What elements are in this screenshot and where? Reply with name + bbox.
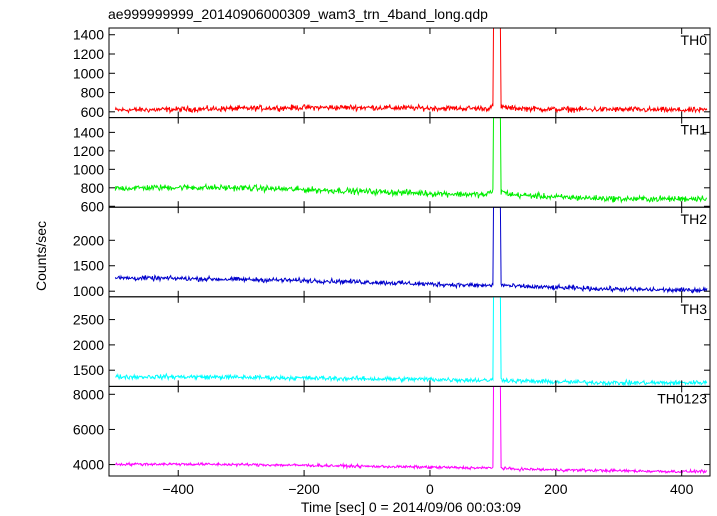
- x-tick-label: 0: [426, 481, 434, 497]
- y-tick-label: 600: [81, 104, 105, 120]
- panel-label-th0123: TH0123: [657, 390, 707, 406]
- y-tick-label: 600: [81, 198, 105, 214]
- panel-label-th2: TH2: [681, 211, 708, 227]
- y-tick-label: 2000: [73, 232, 104, 248]
- y-tick-label: 2000: [73, 337, 104, 353]
- series-line-th2: [114, 207, 708, 294]
- chart-title: ae999999999_20140906000309_wam3_trn_4ban…: [108, 6, 488, 22]
- series-line-th3: [115, 296, 708, 387]
- panel-frame: [108, 385, 711, 477]
- y-tick-label: 1400: [73, 124, 104, 140]
- panel-frame: [108, 296, 711, 387]
- panel-th0: 600 800 1000 1200 1400 TH0: [73, 27, 711, 120]
- panel-label-th1: TH1: [681, 122, 708, 138]
- y-tick-label: 1000: [73, 65, 104, 81]
- y-tick-label: 1500: [73, 258, 104, 274]
- panel-frame: [108, 27, 711, 119]
- panel-label-th3: TH3: [681, 301, 708, 317]
- x-axis-label: Time [sec] 0 = 2014/09/06 00:03:09: [301, 499, 521, 515]
- x-tick-label: −200: [288, 481, 320, 497]
- panel-th1: 600 800 1000 1200 1400 TH1: [73, 117, 711, 214]
- y-tick-label: 6000: [73, 421, 104, 437]
- y-tick-label: 1000: [73, 283, 104, 299]
- panel-th0123: 4000 6000 8000 TH0123: [73, 385, 711, 477]
- chart-panels: 600 800 1000 1200 1400 TH0 600 800 1000 1200 1400 T…: [73, 27, 711, 477]
- y-tick-label: 4000: [73, 457, 104, 473]
- panel-th2: 1000 1500 2000 TH2: [73, 206, 711, 299]
- y-axis-label: Counts/sec: [33, 221, 49, 291]
- y-tick-label: 800: [81, 180, 105, 196]
- x-tick-label: 200: [544, 481, 568, 497]
- series-line-th0: [114, 28, 708, 115]
- y-tick-label: 1200: [73, 143, 104, 159]
- series-line-th0123: [114, 386, 708, 475]
- x-tick-label: −400: [162, 481, 194, 497]
- y-tick-label: 2500: [73, 312, 104, 328]
- y-tick-label: 1200: [73, 46, 104, 62]
- y-tick-label: 800: [81, 85, 105, 101]
- x-tick-label: 400: [670, 481, 694, 497]
- y-tick-label: 1000: [73, 161, 104, 177]
- panel-th3: 1500 2000 2500 TH3: [73, 296, 711, 387]
- y-tick-label: 1500: [73, 362, 104, 378]
- y-tick-label: 1400: [73, 27, 104, 43]
- y-tick-label: 8000: [73, 386, 104, 402]
- series-line-th1: [114, 117, 708, 204]
- x-axis: −400 −200 0 200 400: [162, 481, 693, 497]
- panel-label-th0: TH0: [681, 32, 708, 48]
